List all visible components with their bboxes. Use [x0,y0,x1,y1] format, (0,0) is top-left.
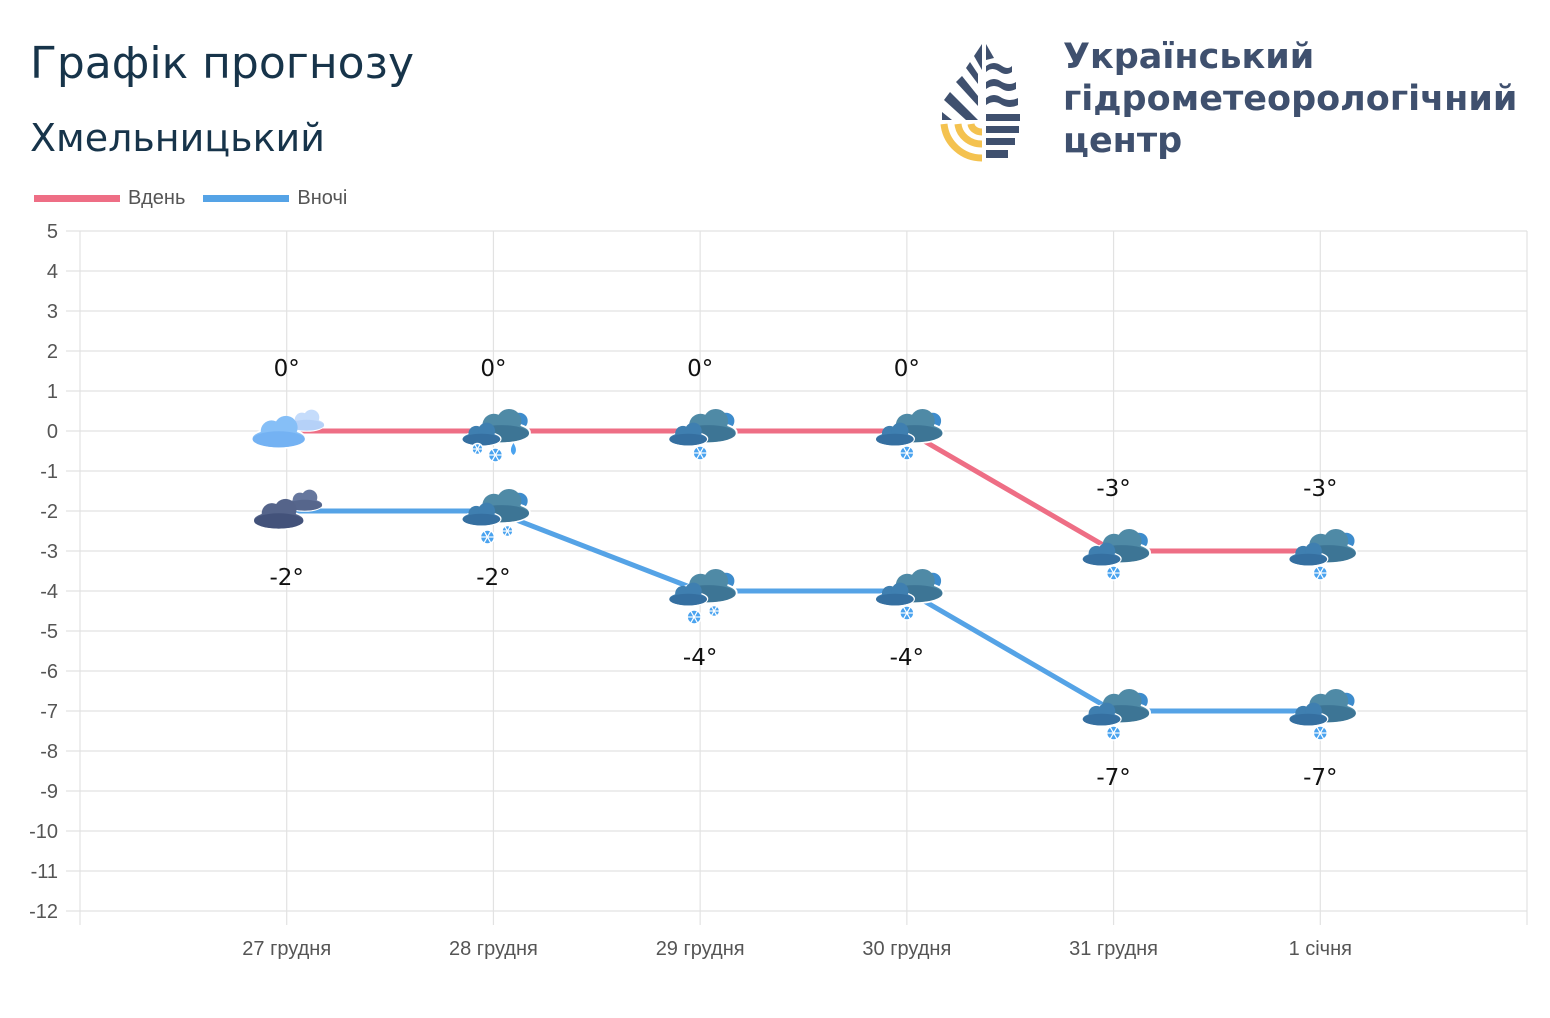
legend-swatch [203,195,290,202]
y-tick-label: 3 [47,301,58,323]
org-name: Український гідрометеорологічний центр [1063,36,1517,162]
series-line-1 [286,508,1321,714]
legend-item-night[interactable]: Вночі [203,187,347,210]
y-tick-label: 2 [47,341,58,363]
data-label: 0° [687,356,713,382]
data-label: -3° [1096,476,1130,502]
x-tick-label: 28 грудня [449,938,538,960]
cloudy-snow-icon [1081,528,1152,581]
cloudy-snow-icon [1288,688,1358,741]
org-line: центр [1063,121,1183,161]
snowflake-icon [692,445,708,461]
y-tick-label: -3 [40,541,58,563]
y-tick-label: 4 [47,261,58,283]
snowflake-icon [487,447,504,463]
x-tick-label: 29 грудня [656,938,745,960]
y-tick-label: -4 [40,581,58,603]
cloudy-snow-icon [1288,528,1358,581]
y-tick-label: -5 [40,621,58,643]
data-label: -4° [890,645,924,671]
cloudy-snow-icon [874,568,945,621]
chart-legend: Вдень Вночі [34,187,365,210]
cloudy-snow-heavy-icon [667,568,738,625]
legend-swatch [34,195,120,202]
legend-label: Вдень [128,187,186,209]
data-label: 0° [480,356,506,382]
legend-item-day[interactable]: Вдень [34,187,185,210]
cloudy-snow-icon [1081,688,1152,741]
data-label: -3° [1303,476,1337,502]
snowflake-icon [707,604,721,618]
data-label: 0° [894,356,920,382]
hydromet-logo-icon [940,44,1020,162]
y-tick-label: -8 [40,741,58,763]
cloudy-snow-heavy-icon [461,488,531,545]
y-tick-label: -12 [29,901,58,923]
cloudy-snow-icon [667,408,738,461]
cloudy-snow-rain-icon [461,408,531,463]
snowflake-icon [686,609,702,625]
data-label: 0° [274,356,300,382]
cloudy-snow-icon [874,408,945,461]
y-tick-label: 5 [47,221,58,243]
legend-label: Вночі [297,187,348,209]
snowflake-icon [479,529,496,545]
y-tick-label: -10 [29,821,58,843]
x-tick-label: 31 грудня [1069,938,1158,960]
snowflake-icon [1312,565,1329,581]
org-line: гідрометеорологічний [1063,79,1518,119]
page-title: Графік прогнозу [30,38,414,89]
snowflake-icon [1312,725,1329,741]
raindrop-icon [510,443,516,455]
data-label: -2° [476,565,510,591]
x-tick-label: 27 грудня [242,938,331,960]
series-line-0 [286,428,1321,554]
y-tick-label: -9 [40,781,58,803]
data-label: -2° [269,565,303,591]
partly-cloudy-icon [250,409,326,450]
snowflake-icon [899,605,915,621]
snowflake-icon [471,442,484,456]
x-tick-label: 30 грудня [862,938,951,960]
snowflake-icon [1105,725,1122,741]
city-name: Хмельницький [30,116,325,160]
data-label: -7° [1096,765,1130,791]
data-label: -4° [683,645,717,671]
y-tick-label: 0 [47,421,58,443]
org-line: Український [1063,37,1315,77]
y-tick-label: -2 [40,501,58,523]
x-tick-label: 1 січня [1289,938,1352,960]
snowflake-icon [899,445,915,461]
y-tick-label: 1 [47,381,58,403]
y-tick-label: -1 [40,461,58,483]
cloudy-night-icon [252,489,324,531]
y-tick-label: -7 [40,701,58,723]
snowflake-icon [1105,565,1122,581]
y-tick-label: -11 [31,861,58,883]
y-tick-label: -6 [40,661,58,683]
snowflake-icon [501,524,514,538]
data-label: -7° [1303,765,1337,791]
